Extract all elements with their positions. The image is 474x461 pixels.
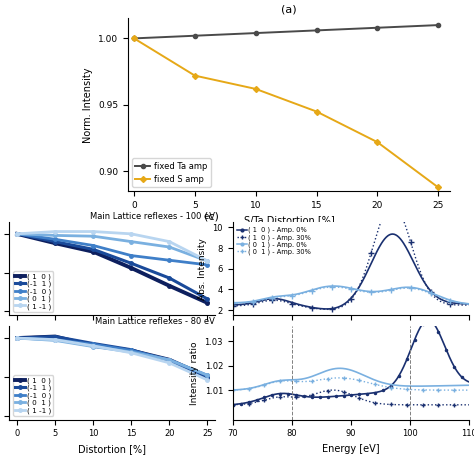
fixed Ta amp — [131, 35, 137, 41]
Legend: ( 1  0 ), (-1  1 ), (-1  0 ), ( 0  1 ), ( 1 -1 ): ( 1 0 ), (-1 1 ), (-1 0 ), ( 0 1 ), ( 1 … — [13, 375, 53, 416]
X-axis label: Energy [eV]: Energy [eV] — [322, 444, 380, 454]
Legend: fixed Ta amp, fixed S amp: fixed Ta amp, fixed S amp — [132, 158, 210, 187]
Y-axis label: Norm. Intensity: Norm. Intensity — [82, 67, 92, 142]
fixed S amp — [435, 184, 441, 190]
fixed Ta amp — [192, 33, 198, 39]
fixed Ta amp — [374, 25, 380, 30]
Text: Main Lattice reflexes - 100 eV: Main Lattice reflexes - 100 eV — [90, 213, 215, 221]
X-axis label: Distortion [%]: Distortion [%] — [78, 444, 146, 454]
Legend: ( 1  0 ) - Amp. 0%, ( 1  0 ) - Amp. 30%, ( 0  1 ) - Amp. 0%, ( 0  1 ) - Amp. 30%: ( 1 0 ) - Amp. 0%, ( 1 0 ) - Amp. 30%, (… — [236, 225, 313, 257]
fixed S amp — [374, 139, 380, 145]
fixed S amp — [192, 73, 198, 78]
Line: fixed S amp: fixed S amp — [132, 36, 440, 189]
fixed Ta amp — [314, 28, 319, 33]
Legend: ( 1  0 ), (-1  1 ), (-1  0 ), ( 0  1 ), ( 1 -1 ): ( 1 0 ), (-1 1 ), (-1 0 ), ( 0 1 ), ( 1 … — [13, 271, 53, 312]
X-axis label: S/Ta Distortion [%]: S/Ta Distortion [%] — [244, 216, 335, 225]
fixed Ta amp — [253, 30, 258, 36]
Text: Main Lattice reflexes - 80 eV: Main Lattice reflexes - 80 eV — [95, 317, 215, 325]
Line: fixed Ta amp: fixed Ta amp — [132, 23, 440, 41]
fixed S amp — [253, 86, 258, 92]
Text: (a): (a) — [282, 5, 297, 15]
fixed S amp — [131, 35, 137, 41]
fixed S amp — [314, 109, 319, 114]
Text: (c): (c) — [204, 212, 219, 221]
Y-axis label: Intensity ratio: Intensity ratio — [190, 341, 199, 405]
fixed Ta amp — [435, 22, 441, 28]
Y-axis label: Abs. Intensity: Abs. Intensity — [198, 238, 207, 300]
